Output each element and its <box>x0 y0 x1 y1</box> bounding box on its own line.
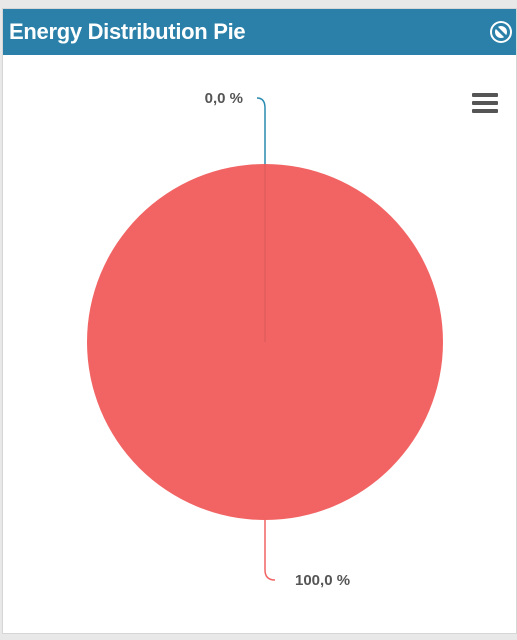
hamburger-menu-icon[interactable] <box>470 89 500 117</box>
block-icon[interactable] <box>488 19 514 45</box>
widget-title: Energy Distribution Pie <box>9 19 246 44</box>
widget-header: Energy Distribution Pie <box>3 9 516 55</box>
pie-data-label: 0,0 % <box>205 90 243 107</box>
pie-data-label: 100,0 % <box>295 572 350 589</box>
label-connector <box>256 97 266 164</box>
energy-distribution-widget: Energy Distribution Pie 0,0 % 100,0 % <box>2 8 517 634</box>
label-connector <box>264 520 276 581</box>
pie-chart: 0,0 % 100,0 % <box>3 55 517 635</box>
pie-chart-svg: 0,0 % 100,0 % <box>87 90 443 589</box>
